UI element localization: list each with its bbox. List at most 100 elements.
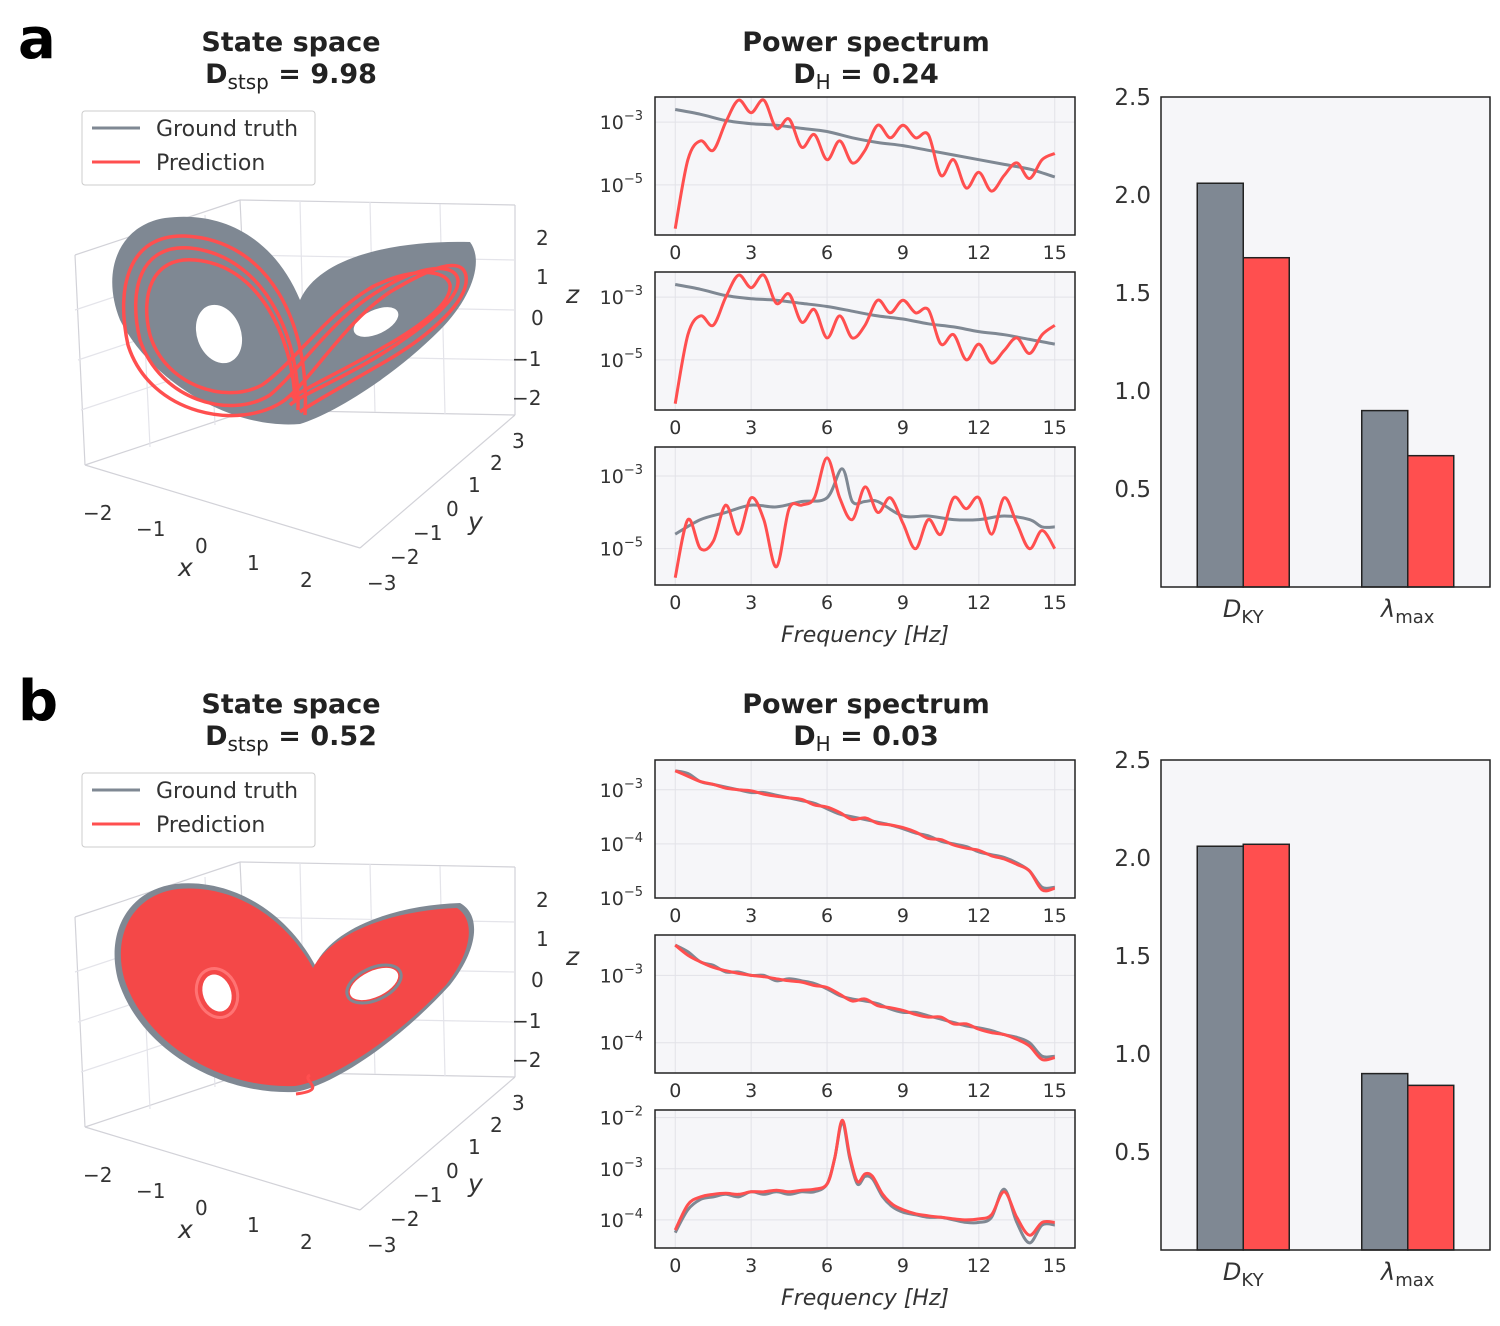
plot-frame xyxy=(654,934,1076,1074)
axis-3d-ticks-b: −2 −1 0 1 2 x 3 2 1 0 −1 −2 −3 y 2 1 0 −… xyxy=(83,888,580,1257)
y-tick: −3 xyxy=(367,1233,396,1257)
x-tick-label: 0 xyxy=(669,905,681,927)
z-tick: 2 xyxy=(536,888,549,912)
power-spectrum-plot-a3: 0 3 6 9 12 15 10−3 10−5 xyxy=(600,446,1076,614)
y-tick-label: 10−5 xyxy=(600,347,643,372)
y-tick: −1 xyxy=(413,521,442,545)
x-tick-label: 12 xyxy=(967,242,991,264)
y-tick-label: 10−3 xyxy=(600,1156,643,1181)
legend-prediction: Prediction xyxy=(156,151,265,176)
z-tick: 0 xyxy=(531,306,544,330)
z-axis-label: z xyxy=(565,280,580,309)
y-tick: 3 xyxy=(512,1091,525,1115)
y-tick: −2 xyxy=(390,545,419,569)
x-category-label: DKY xyxy=(1223,595,1265,628)
y-tick: 1 xyxy=(468,473,481,497)
y-tick-label: 10−5 xyxy=(600,536,643,561)
x-tick-label: 12 xyxy=(967,1255,991,1277)
bar-chart-b: 0.5 1.0 1.5 2.0 2.5 DKY λmax xyxy=(1114,748,1491,1291)
plot-frame xyxy=(654,759,1076,899)
series-line-prediction xyxy=(674,943,1056,1062)
x-tick: 1 xyxy=(247,1213,260,1237)
state-space-title-a: State space xyxy=(201,27,380,58)
x-tick-label: 9 xyxy=(897,905,909,927)
x-tick-label: 15 xyxy=(1043,242,1067,264)
x-tick-label: 6 xyxy=(821,592,833,614)
y-tick-label: 10−3 xyxy=(600,109,643,134)
x-tick: −1 xyxy=(136,517,165,541)
x-tick-label: 9 xyxy=(897,1080,909,1102)
bar-prediction xyxy=(1242,256,1290,588)
y-tick-label: 1.5 xyxy=(1114,281,1151,307)
x-category-label: DKY xyxy=(1223,1258,1265,1291)
y-tick-label: 10−3 xyxy=(600,463,643,488)
y-axis-label: y xyxy=(467,507,484,536)
x-tick-label: 15 xyxy=(1043,1255,1067,1277)
x-tick-label: 3 xyxy=(745,417,757,439)
x-tick-label: 15 xyxy=(1043,592,1067,614)
x-tick-label: 6 xyxy=(821,242,833,264)
plot-frame xyxy=(1160,96,1491,588)
y-tick-label: 2.5 xyxy=(1114,748,1151,774)
bar-ground-truth xyxy=(1361,1072,1409,1251)
x-tick-label: 9 xyxy=(897,1255,909,1277)
power-spectrum-plot-b2: 0 3 6 9 12 15 10−3 10−4 xyxy=(600,934,1076,1102)
legend-a: Ground truth Prediction xyxy=(81,110,316,186)
x-tick-label: 3 xyxy=(745,592,757,614)
frequency-axis-label-b: Frequency [Hz] xyxy=(781,1286,949,1311)
y-tick: −1 xyxy=(413,1183,442,1207)
y-tick: −3 xyxy=(367,571,396,595)
x-tick-label: 15 xyxy=(1043,417,1067,439)
x-tick-label: 12 xyxy=(967,417,991,439)
x-tick: 2 xyxy=(300,568,313,592)
x-axis-label: x xyxy=(177,553,193,582)
bar-ground-truth xyxy=(1361,409,1409,588)
x-tick-label: 12 xyxy=(967,905,991,927)
x-tick-label: 6 xyxy=(821,417,833,439)
series-line-prediction xyxy=(673,456,1057,579)
y-tick-label: 0.5 xyxy=(1114,477,1151,503)
z-tick: 1 xyxy=(536,927,549,951)
x-tick: −2 xyxy=(83,1163,112,1187)
z-tick: −1 xyxy=(512,347,541,371)
bar-prediction xyxy=(1407,454,1455,588)
y-tick-label: 10−3 xyxy=(600,284,643,309)
state-space-title-b: State space xyxy=(201,689,380,720)
legend-prediction: Prediction xyxy=(156,813,265,838)
z-tick: −1 xyxy=(512,1009,541,1033)
x-tick-label: 0 xyxy=(669,592,681,614)
y-tick-label: 10−3 xyxy=(600,962,643,987)
plot-area xyxy=(655,760,1075,898)
legend-ground-truth: Ground truth xyxy=(156,779,298,804)
plot-frame xyxy=(654,96,1076,236)
x-tick-label: 15 xyxy=(1043,905,1067,927)
panel-label-a: a xyxy=(18,7,56,72)
x-tick-label: 3 xyxy=(745,242,757,264)
y-tick-label: 10−5 xyxy=(600,885,643,910)
x-tick-label: 12 xyxy=(967,1080,991,1102)
bar-ground-truth xyxy=(1196,845,1244,1251)
bar-chart-a: 0.5 1.0 1.5 2.0 2.5 DKY λmax xyxy=(1114,85,1491,628)
series-line-prediction xyxy=(674,769,1056,893)
series-line-ground-truth xyxy=(674,283,1056,346)
y-tick: 0 xyxy=(446,497,459,521)
x-tick-label: 0 xyxy=(669,1080,681,1102)
plot-frame xyxy=(1160,759,1491,1251)
y-tick: 3 xyxy=(512,429,525,453)
power-spectrum-plot-b3: 0 3 6 9 12 15 10−2 10−3 10−4 xyxy=(600,1105,1076,1277)
axis-3d-ticks-a: −2 −1 0 1 2 x 3 2 1 0 −1 −2 −3 y 2 1 0 −… xyxy=(83,226,580,595)
y-tick-label: 1.5 xyxy=(1114,944,1151,970)
attractor-prediction-b xyxy=(120,888,469,1096)
x-tick-label: 3 xyxy=(745,1255,757,1277)
series-line-prediction xyxy=(673,98,1056,229)
power-spectrum-title-b: Power spectrum xyxy=(742,689,990,720)
x-tick-label: 9 xyxy=(897,242,909,264)
x-category-label: λmax xyxy=(1379,1258,1435,1291)
series-line-prediction xyxy=(673,1118,1055,1237)
frequency-axis-label-a: Frequency [Hz] xyxy=(781,623,949,648)
y-tick: 1 xyxy=(468,1135,481,1159)
x-category-label: λmax xyxy=(1379,595,1435,628)
y-tick-label: 2.5 xyxy=(1114,85,1151,111)
power-spectrum-metric-b: DH = 0.03 xyxy=(793,721,939,756)
